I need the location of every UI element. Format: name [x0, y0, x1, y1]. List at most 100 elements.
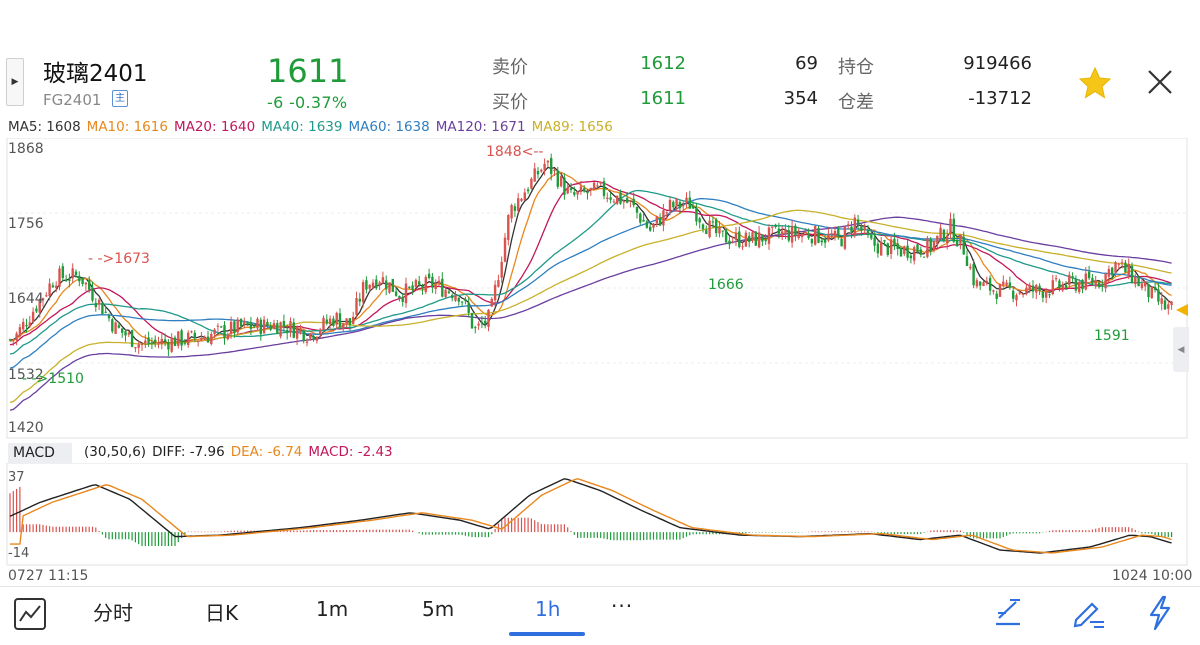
candle-body: [546, 160, 550, 163]
draw-line-icon[interactable]: [990, 596, 1026, 630]
candle-body: [946, 235, 949, 243]
candle-body: [1137, 276, 1140, 287]
candle-body: [563, 177, 566, 195]
candle-body: [847, 224, 850, 226]
candle-body: [1038, 285, 1041, 291]
candle-body: [1127, 263, 1130, 276]
star-icon[interactable]: [1078, 66, 1112, 100]
candle-body: [843, 226, 847, 249]
candle-body: [952, 218, 955, 242]
candle-body: [200, 338, 203, 341]
candle-body: [1167, 304, 1170, 309]
macd-dea: DEA: -6.74: [230, 444, 303, 460]
candle-body: [424, 276, 427, 292]
candle-body: [1018, 292, 1021, 294]
active-tab-indicator: [509, 632, 585, 636]
candle-body: [286, 330, 289, 333]
candle-body: [909, 255, 913, 259]
candle-body: [583, 188, 586, 192]
candle-body: [658, 217, 662, 226]
candle-body: [929, 238, 932, 252]
ma-legend-item: MA20: 1640: [173, 119, 256, 135]
candle-body: [705, 230, 708, 235]
candle-body: [1012, 290, 1015, 299]
candle-body: [969, 266, 972, 269]
candle-body: [1008, 282, 1012, 288]
candle-body: [856, 219, 860, 224]
candle-body: [1041, 291, 1045, 298]
candle-body: [1111, 267, 1114, 276]
candle-body: [616, 195, 619, 204]
right-panel-handle[interactable]: ◀: [1173, 327, 1189, 372]
candle-body: [18, 327, 22, 337]
ma-line: [9, 197, 1172, 369]
candle-body: [1163, 300, 1167, 310]
macd-dea-line: [10, 477, 1172, 554]
candle-body: [345, 318, 348, 325]
chart-icon[interactable]: [13, 597, 47, 631]
close-icon[interactable]: [1145, 67, 1175, 97]
candle-body: [1021, 293, 1025, 295]
candle-body: [619, 192, 622, 204]
candle-body: [262, 319, 266, 334]
candle-body: [180, 330, 183, 346]
flash-icon[interactable]: [1145, 595, 1175, 631]
candle-body: [497, 280, 500, 287]
candle-body: [236, 319, 239, 333]
candlestick-chart[interactable]: [0, 138, 1200, 443]
candle-body: [629, 200, 632, 202]
edit-icon[interactable]: [1070, 596, 1108, 630]
candle-body: [266, 321, 269, 326]
candle-body: [22, 321, 25, 330]
candle-body: [408, 286, 411, 288]
bid-volume: 354: [783, 88, 818, 109]
candle-body: [282, 320, 286, 327]
candle-body: [391, 279, 394, 292]
ma-line: [9, 189, 1172, 355]
bid-label: 买价: [492, 92, 528, 113]
candle-body: [853, 217, 856, 236]
macd-value: MACD: -2.43: [308, 444, 393, 460]
candle-body: [55, 285, 58, 288]
candle-body: [510, 205, 513, 219]
macd-chart[interactable]: [0, 463, 1200, 567]
candle-body: [144, 340, 147, 344]
tab-5m[interactable]: 5m: [422, 597, 455, 621]
candle-body: [1170, 301, 1173, 305]
candle-body: [850, 226, 853, 232]
candle-body: [259, 319, 262, 335]
oi-change-label: 仓差: [838, 92, 874, 113]
macd-legend: (30,50,6) DIFF: -7.96 DEA: -6.74 MACD: -2.4…: [84, 444, 399, 460]
y-axis-label: 1420: [8, 420, 44, 436]
candle-body: [183, 342, 187, 344]
candle-body: [177, 331, 180, 346]
candle-body: [698, 218, 701, 223]
more-periods-button[interactable]: ···: [611, 594, 634, 618]
tab-daily[interactable]: 日K: [205, 601, 239, 625]
tab-1h[interactable]: 1h: [535, 597, 561, 621]
candle-body: [338, 313, 342, 328]
candle-body: [569, 188, 573, 191]
candle-body: [239, 318, 243, 327]
indicator-selector[interactable]: MACD: [8, 443, 72, 463]
candle-body: [1031, 285, 1035, 292]
candle-body: [955, 240, 959, 247]
contract-code: FG2401: [43, 91, 102, 109]
candle-body: [1101, 284, 1104, 286]
candle-body: [355, 298, 358, 315]
candle-body: [295, 327, 299, 339]
candle-body: [718, 227, 721, 234]
candle-body: [599, 182, 602, 184]
candle-body: [837, 229, 840, 237]
tab-1m[interactable]: 1m: [316, 597, 349, 621]
candle-body: [1160, 298, 1163, 304]
candle-body: [744, 232, 748, 247]
side-panel-toggle[interactable]: ▶: [6, 58, 24, 106]
tab-timeshare[interactable]: 分时: [93, 601, 133, 625]
candle-body: [896, 243, 899, 249]
candle-body: [592, 182, 596, 191]
candle-body: [764, 239, 767, 242]
candle-body: [94, 302, 97, 308]
candle-body: [787, 230, 790, 241]
candle-body: [612, 201, 616, 203]
